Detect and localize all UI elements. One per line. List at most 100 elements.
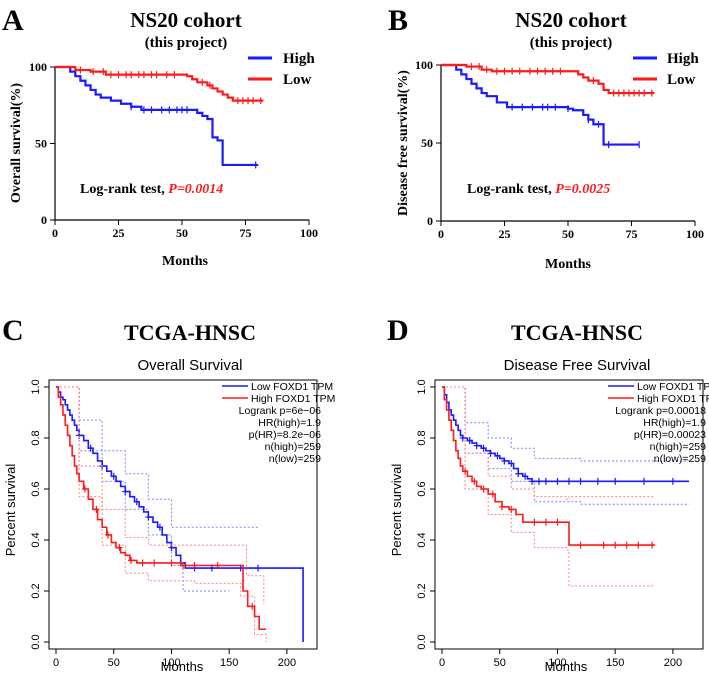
x-tick-label: 200 (664, 657, 682, 669)
survival-curve-high-foxd1-tpm (56, 386, 267, 631)
panel-a-label: A (2, 4, 24, 37)
panel-d-legend: Low FOXD1 TPM High FOXD1 TPM Logrank p=0… (608, 381, 709, 465)
x-tick-label: 0 (439, 657, 445, 669)
y-tick-label: 0.6 (30, 481, 42, 496)
survival-curve-low (441, 63, 655, 95)
stat-p-hr: p(HR)=8.2e−06 (249, 429, 322, 441)
stat-hr: HR(high)=1.9 (643, 417, 706, 429)
y-tick-label: 0.2 (30, 583, 42, 598)
legend-label-low: Low FOXD1 TPM (251, 381, 333, 393)
y-tick-label: 0.8 (30, 430, 42, 445)
panel-d: D TCGA-HNSC Disease Free Survival 0 50 100… (387, 314, 709, 674)
y-tick-label: 0 (427, 214, 433, 228)
ci-upper-high-foxd1-tpm (442, 386, 655, 500)
panel-b-plot (441, 63, 655, 149)
panel-c-legend: Low FOXD1 TPM High FOXD1 TPM Logrank p=6… (222, 381, 335, 465)
x-tick-label: 50 (562, 227, 574, 241)
panel-c-ticks: 0 50 100 150 200 0.0 0.2 0.4 0.6 0.8 1.0 (30, 379, 296, 669)
panel-d-heading: TCGA-HNSC (511, 320, 643, 345)
panel-a-plot (55, 65, 264, 169)
legend-label-low: Low FOXD1 TPM (637, 381, 709, 393)
x-tick-label: 75 (240, 226, 252, 240)
panel-a-ylabel: Overall survival(%) (9, 83, 24, 203)
ci-lower-high-foxd1-tpm (442, 386, 655, 587)
x-tick-label: 100 (300, 226, 318, 240)
logrank-p-value: P=0.0025 (555, 182, 610, 197)
y-tick-label: 50 (421, 136, 433, 150)
stat-logrank: Logrank p=6e−06 (239, 405, 321, 417)
panel-d-xlabel: Months (545, 659, 588, 674)
panel-d-label: D (387, 314, 409, 347)
ci-lower-low-foxd1-tpm (442, 386, 690, 505)
panel-d-ylabel: Percent survival (389, 464, 404, 557)
panel-a-ticks: 0 25 50 75 100 0 50 100 (29, 60, 318, 240)
logrank-label: Log-rank test, (80, 182, 165, 197)
y-tick-label: 0 (41, 213, 47, 227)
ci-upper-high-foxd1-tpm (56, 386, 265, 604)
y-tick-label: 100 (415, 58, 433, 72)
y-tick-label: 1.0 (416, 379, 428, 394)
y-tick-label: 0.2 (416, 583, 428, 598)
y-tick-label: 100 (29, 60, 47, 74)
panel-d-title: Disease Free Survival (504, 357, 651, 374)
stat-n-high: n(high)=259 (650, 441, 706, 453)
legend-label-high: High FOXD1 TPM (251, 393, 335, 405)
y-tick-label: 1.0 (30, 379, 42, 394)
ci-upper-low-foxd1-tpm (56, 386, 259, 528)
logrank-label: Log-rank test, (467, 182, 552, 197)
plot-frame (434, 379, 704, 650)
survival-curve-high-foxd1-tpm (442, 386, 655, 546)
panel-b-ticks: 0 25 50 75 100 0 50 100 (415, 58, 704, 241)
panel-b-subtitle: (this project) (530, 35, 613, 51)
y-tick-label: 0.0 (416, 634, 428, 649)
x-tick-label: 50 (108, 657, 120, 669)
x-tick-label: 100 (162, 657, 180, 669)
panel-c: C TCGA-HNSC Overall Survival 0 50 100 150 20… (2, 314, 335, 674)
x-tick-label: 0 (53, 657, 59, 669)
panel-c-ylabel: Percent survival (3, 464, 18, 557)
panel-c-plot (56, 386, 304, 642)
panel-b-legend: High Low (633, 51, 699, 88)
panel-b-title: NS20 cohort (515, 8, 626, 32)
legend-label-low: Low (667, 72, 696, 88)
survival-curve-low (55, 65, 264, 102)
x-tick-label: 150 (220, 657, 238, 669)
survival-curve-high (55, 65, 259, 167)
y-tick-label: 50 (35, 137, 47, 151)
panel-b-annotation: Log-rank test, P=0.0025 (467, 182, 610, 197)
x-tick-label: 50 (494, 657, 506, 669)
panel-b: B NS20 cohort (this project) 0 25 50 75 1000… (388, 4, 704, 272)
panel-d-plot (442, 386, 690, 587)
stat-p-hr: p(HR)=0.00023 (634, 429, 706, 441)
panel-a-annotation: Log-rank test, P=0.0014 (80, 182, 223, 197)
x-tick-label: 200 (278, 657, 296, 669)
panel-d-ticks: 0 50 100 150 200 0.0 0.2 0.4 0.6 0.8 1.0 (416, 379, 682, 669)
panel-a-title: NS20 cohort (130, 8, 241, 32)
y-tick-label: 0.4 (416, 532, 428, 547)
x-tick-label: 25 (499, 227, 511, 241)
stat-n-high: n(high)=259 (265, 441, 321, 453)
legend-label-high: High (667, 51, 699, 67)
x-tick-label: 0 (52, 226, 58, 240)
ci-lower-high-foxd1-tpm (56, 386, 267, 642)
y-tick-label: 0.6 (416, 481, 428, 496)
x-tick-label: 100 (686, 227, 704, 241)
panel-d-axes (434, 379, 704, 650)
panel-a-subtitle: (this project) (145, 35, 228, 51)
x-tick-label: 100 (548, 657, 566, 669)
panel-c-axes (48, 379, 318, 650)
stat-n-low: n(low)=259 (654, 453, 706, 465)
logrank-p-value: P=0.0014 (168, 182, 223, 197)
panel-b-ylabel: Disease free survival(%) (396, 70, 411, 216)
y-tick-label: 0.8 (416, 430, 428, 445)
y-tick-label: 0.4 (30, 532, 42, 547)
panel-c-heading: TCGA-HNSC (124, 320, 256, 345)
x-tick-label: 0 (438, 227, 444, 241)
panel-c-label: C (2, 314, 24, 347)
panel-a-legend: High Low (248, 51, 315, 88)
y-tick-label: 0.0 (30, 634, 42, 649)
panel-a-xlabel: Months (162, 254, 208, 269)
stat-hr: HR(high)=1.9 (258, 417, 321, 429)
x-tick-label: 50 (176, 226, 188, 240)
legend-label-high: High (283, 51, 315, 67)
